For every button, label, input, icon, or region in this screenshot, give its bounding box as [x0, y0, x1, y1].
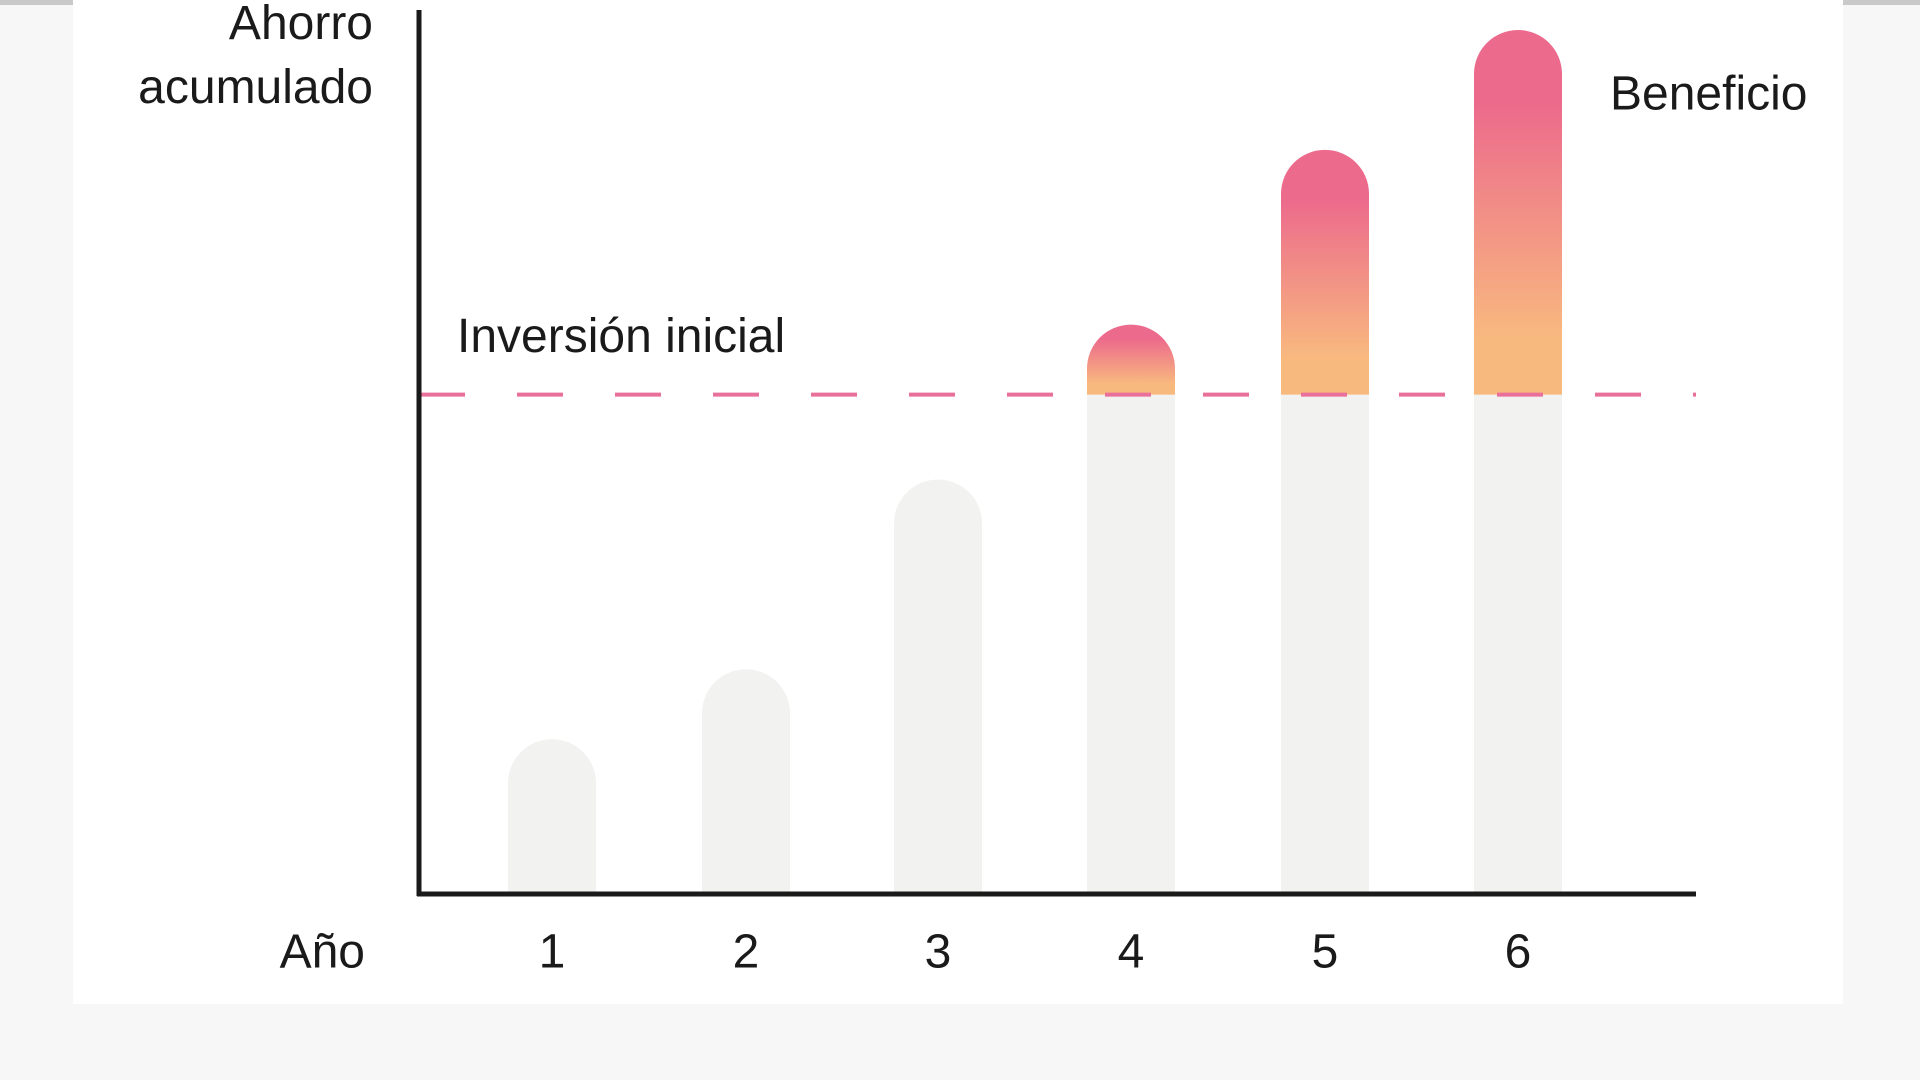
reference-label: Inversión inicial — [457, 310, 785, 363]
bar-benefit — [1087, 324, 1175, 395]
x-tick-label: 2 — [733, 926, 760, 979]
x-tick-label: 5 — [1312, 926, 1339, 979]
x-tick-label: 1 — [539, 926, 566, 979]
bar — [702, 669, 790, 894]
bar — [508, 739, 596, 894]
x-tick-label: 6 — [1505, 926, 1532, 979]
annotation: Beneficio — [1610, 68, 1807, 121]
bar-base — [1474, 394, 1562, 894]
x-tick-label: 4 — [1118, 926, 1145, 979]
x-tick-label: 3 — [925, 926, 952, 979]
x-axis-label: Año — [280, 926, 365, 979]
bar-benefit — [1281, 149, 1369, 395]
bar-base — [1281, 394, 1369, 894]
y-axis-label: Ahorro acumulado — [138, 0, 373, 114]
bar — [894, 479, 982, 894]
bar-benefit — [1474, 29, 1562, 395]
bar-base — [1087, 394, 1175, 894]
